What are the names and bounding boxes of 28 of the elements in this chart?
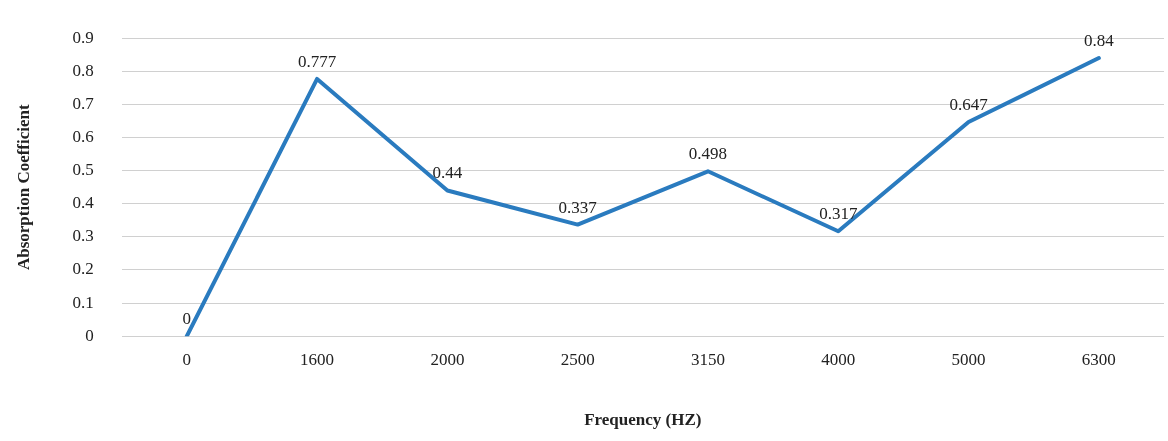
data-label: 0.498 (688, 144, 728, 164)
y-tick-label: 0.3 (72, 226, 94, 246)
x-tick-label: 6300 (1081, 349, 1116, 369)
y-tick-label: 0.7 (72, 93, 95, 113)
x-tick-label: 4000 (821, 349, 856, 369)
data-label: 0 (182, 309, 192, 329)
y-tick-label: 0.4 (72, 193, 95, 213)
data-label: 0.317 (819, 204, 858, 224)
x-axis-title: Frequency (HZ) (584, 410, 702, 430)
y-tick-label: 0 (85, 325, 94, 345)
data-label: 0.44 (432, 163, 463, 183)
x-tick-label: 2500 (560, 349, 595, 369)
y-tick-label: 0.9 (72, 27, 94, 47)
x-tick-label: 0 (182, 349, 192, 369)
x-tick-label: 3150 (690, 349, 725, 369)
x-tick-label: 2000 (430, 349, 465, 369)
y-tick-label: 0.6 (72, 127, 94, 146)
data-label: 0.777 (297, 51, 337, 71)
data-label: 0.647 (949, 94, 989, 114)
y-axis-title: Absorption Coefficient (13, 103, 33, 271)
x-tick-label: 1600 (300, 349, 335, 369)
y-tick-label: 0.8 (72, 60, 94, 80)
data-label: 0.84 (1083, 31, 1115, 51)
y-tick-label: 0.5 (72, 160, 94, 180)
y-tick-label: 0.2 (72, 259, 94, 279)
x-tick-label: 5000 (951, 349, 986, 369)
data-label: 0.337 (558, 197, 598, 217)
y-tick-label: 0.1 (72, 292, 94, 312)
